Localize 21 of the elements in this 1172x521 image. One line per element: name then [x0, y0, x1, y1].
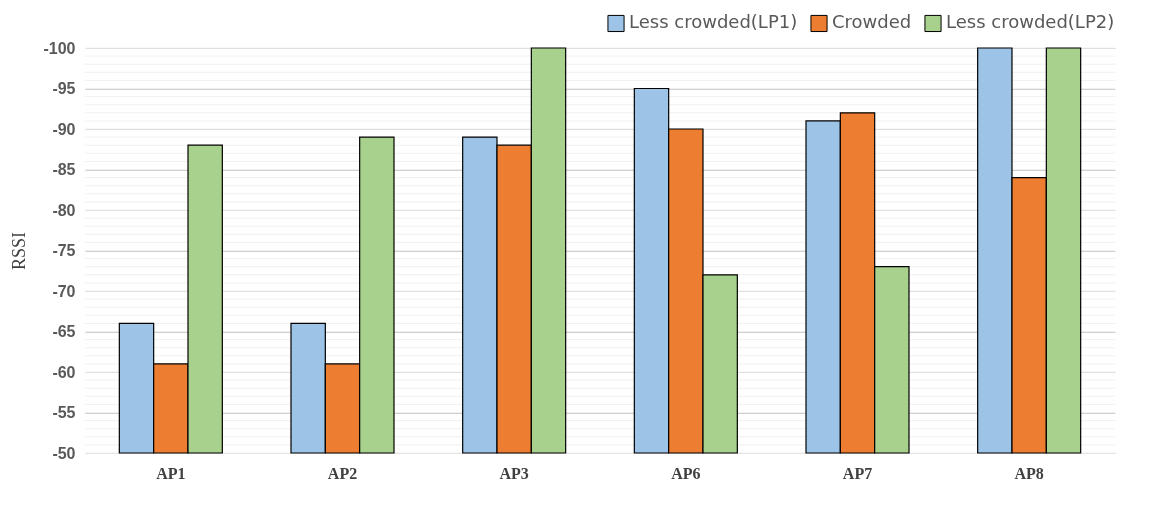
y-tick-label: -95	[52, 80, 76, 97]
legend-label: Crowded	[832, 11, 912, 33]
x-tick-label: AP3	[499, 464, 529, 482]
legend-label: Less crowded(LP1)	[629, 11, 798, 33]
y-tick-label: -85	[52, 161, 76, 178]
x-tick-label: AP7	[842, 464, 873, 482]
x-tick-label: AP2	[327, 464, 358, 482]
x-tick-label: AP8	[1014, 464, 1044, 482]
y-tick-label: -80	[52, 201, 76, 219]
x-tick-label: AP6	[671, 464, 701, 482]
legend-label: Less crowded(LP2)	[946, 11, 1115, 33]
y-axis-title: RSSI	[9, 231, 30, 271]
y-tick-label: -65	[52, 323, 76, 340]
y-tick-label: -50	[52, 444, 76, 462]
y-tick-label: -55	[52, 404, 76, 421]
y-tick-label: -70	[52, 282, 76, 300]
y-tick-label: -60	[52, 363, 76, 381]
y-tick-label: -75	[52, 242, 76, 259]
x-tick-label: AP1	[156, 464, 186, 482]
y-tick-label: -100	[43, 39, 76, 57]
y-tick-label: -90	[52, 120, 76, 138]
